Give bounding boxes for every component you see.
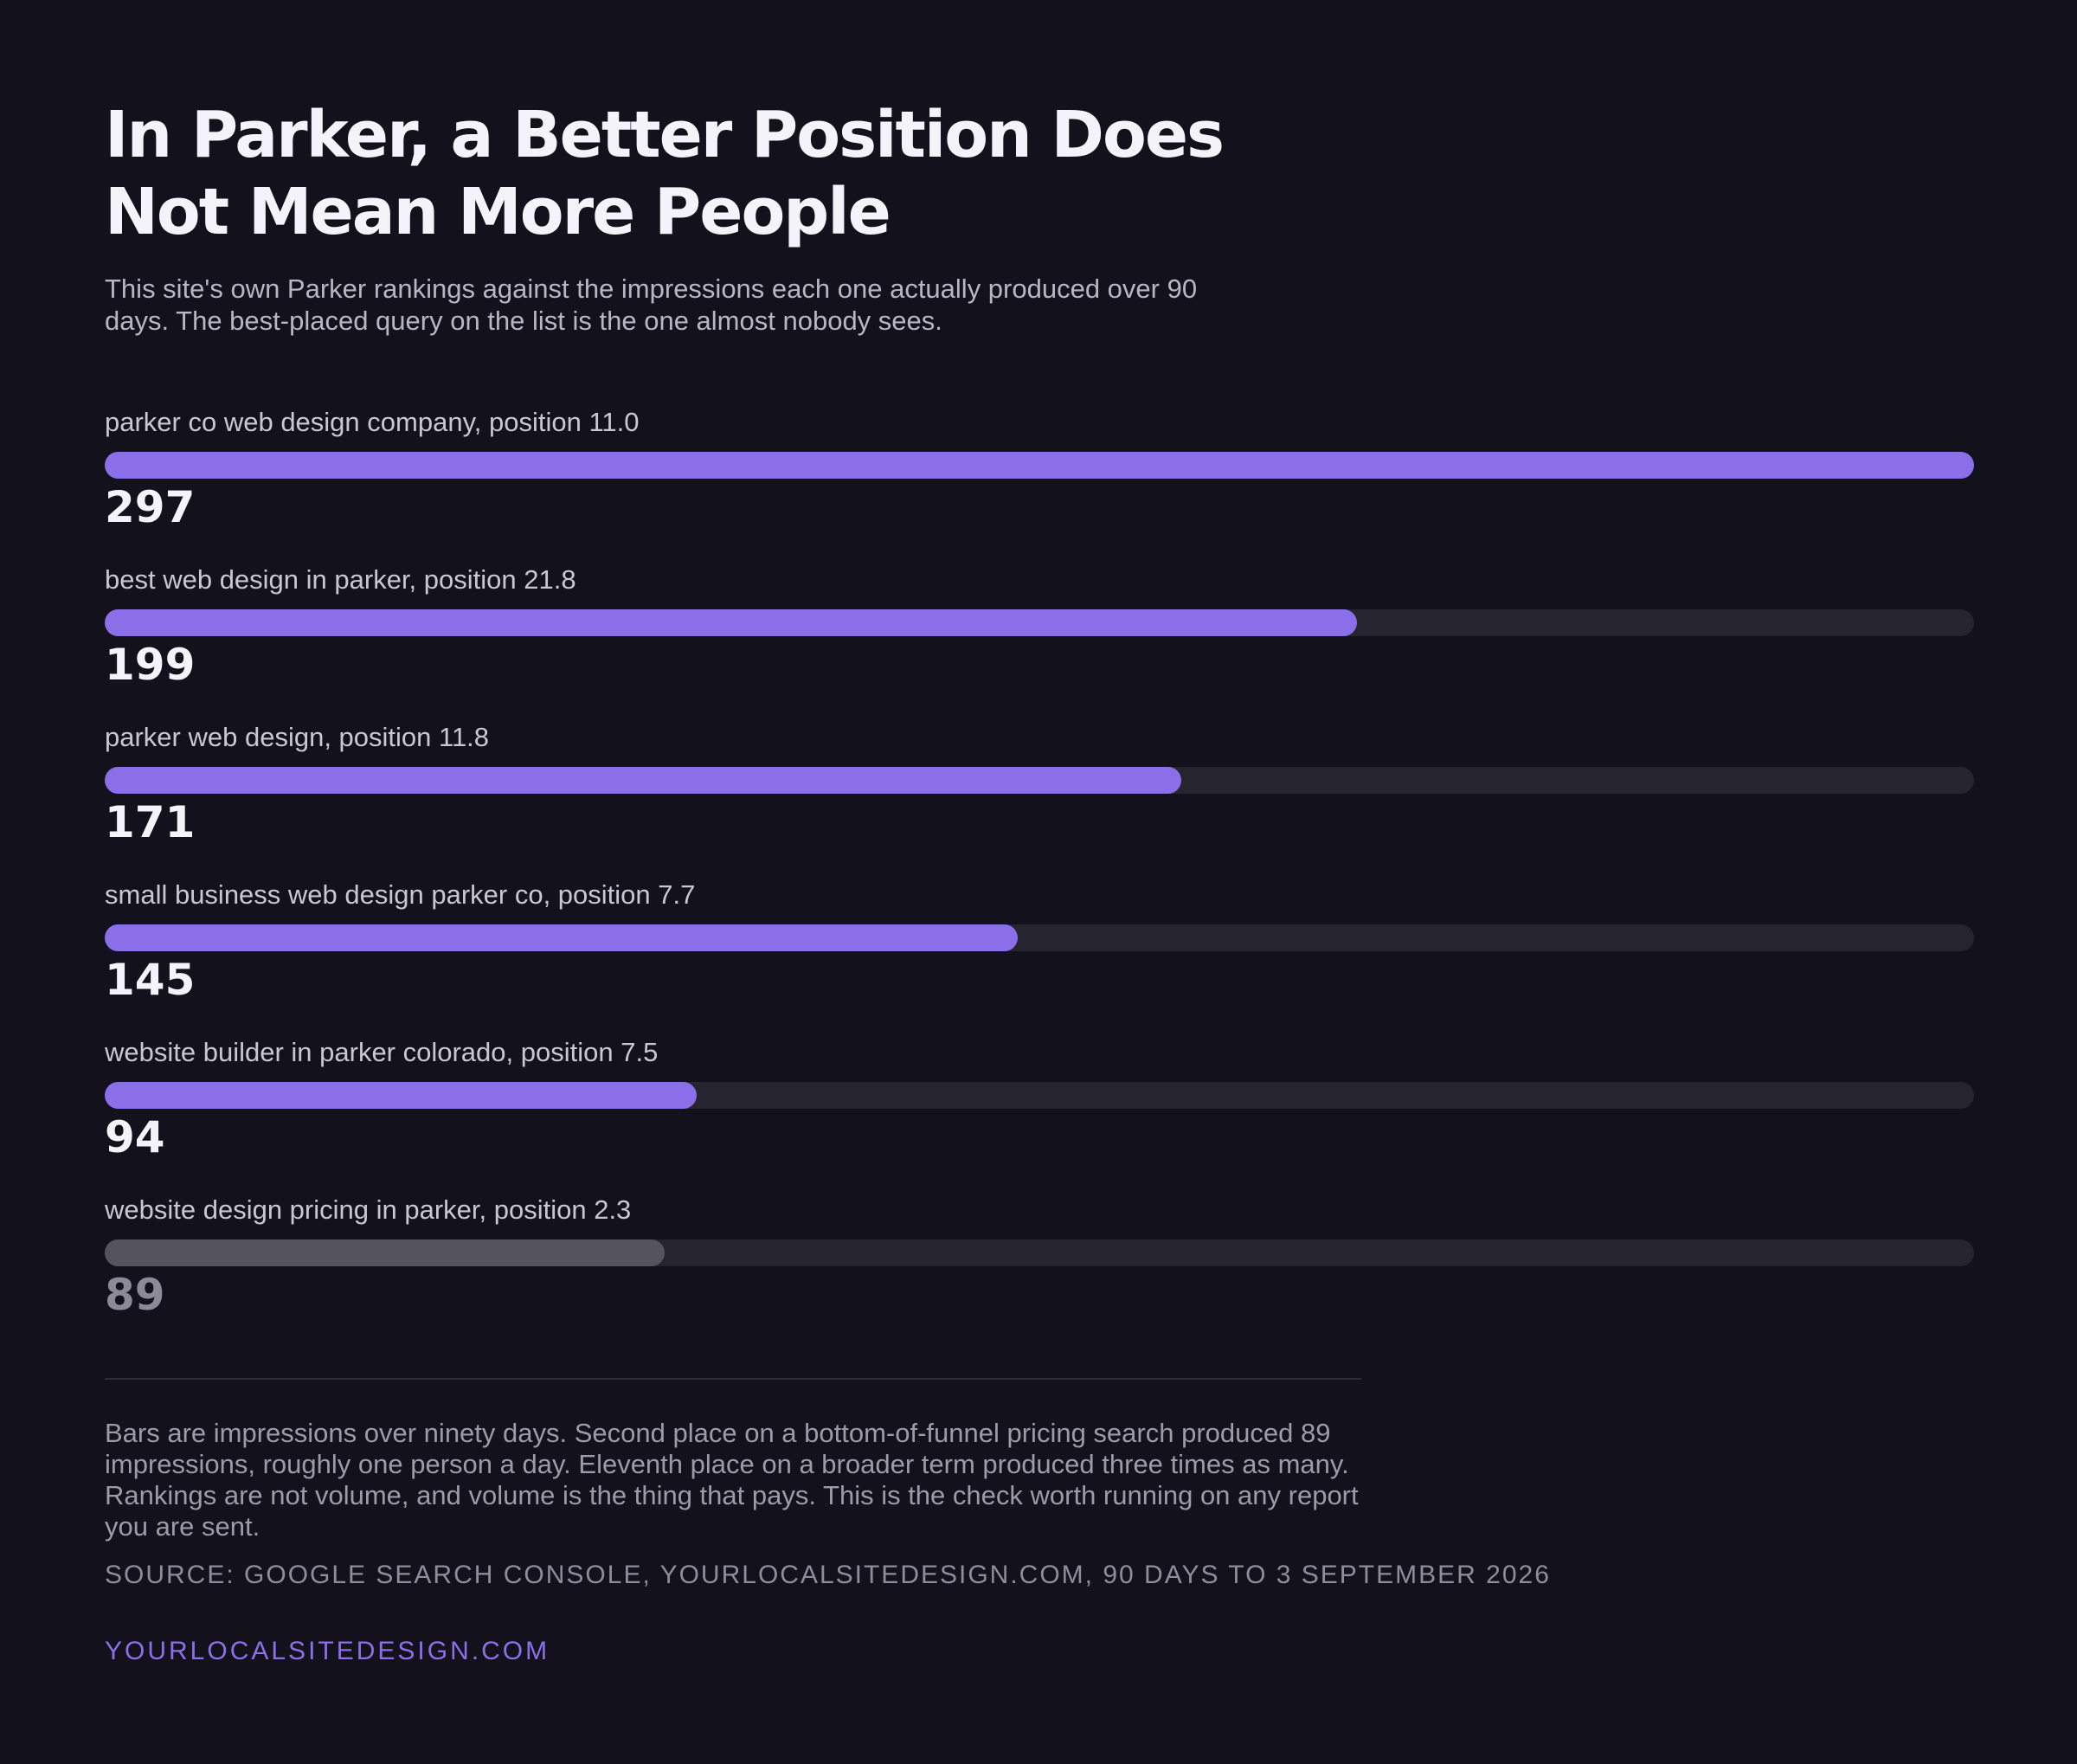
bar-track [105,452,1974,479]
bar-value-label: 89 [105,1270,165,1320]
brand-link[interactable]: YOURLOCALSITEDESIGN.COM [105,1637,550,1665]
bar-value-label: 199 [105,640,196,690]
source-line: SOURCE: GOOGLE SEARCH CONSOLE, YOURLOCAL… [105,1561,1551,1589]
bar-value-label: 297 [105,482,196,532]
bar-label: best web design in parker, position 21.8 [105,564,576,595]
bar [105,924,1018,951]
bar [105,767,1181,794]
bar-row: best web design in parker, position 21.8… [105,559,1974,717]
bar-label: small business web design parker co, pos… [105,879,696,910]
bar-row: website design pricing in parker, positi… [105,1189,1974,1347]
footnote: Bars are impressions over ninety days. S… [105,1418,1359,1542]
bar-value-label: 145 [105,955,196,1005]
bar [105,609,1357,636]
bar-row: small business web design parker co, pos… [105,874,1974,1032]
bar-label: parker co web design company, position 1… [105,407,640,437]
bar-label: website builder in parker colorado, posi… [105,1037,659,1067]
bar-label: parker web design, position 11.8 [105,722,490,752]
chart-subtitle: This site's own Parker rankings against … [105,274,1198,336]
bar-track [105,767,1974,794]
bar-row: parker co web design company, position 1… [105,402,1974,559]
bar-track [105,924,1974,951]
bar [105,1082,697,1109]
bar-row: parker web design, position 11.8 171 [105,717,1974,874]
bar-track [105,1082,1974,1109]
bar-value-label: 171 [105,797,196,847]
bar-row: website builder in parker colorado, posi… [105,1032,1974,1189]
chart-title: In Parker, a Better Position Does Not Me… [105,98,1225,249]
divider [105,1378,1361,1380]
bar-track [105,609,1974,636]
bar-value-label: 94 [105,1112,165,1162]
bar [105,1239,665,1266]
bar-track [105,1239,1974,1266]
bar [105,452,1974,479]
bar-label: website design pricing in parker, positi… [105,1194,632,1225]
